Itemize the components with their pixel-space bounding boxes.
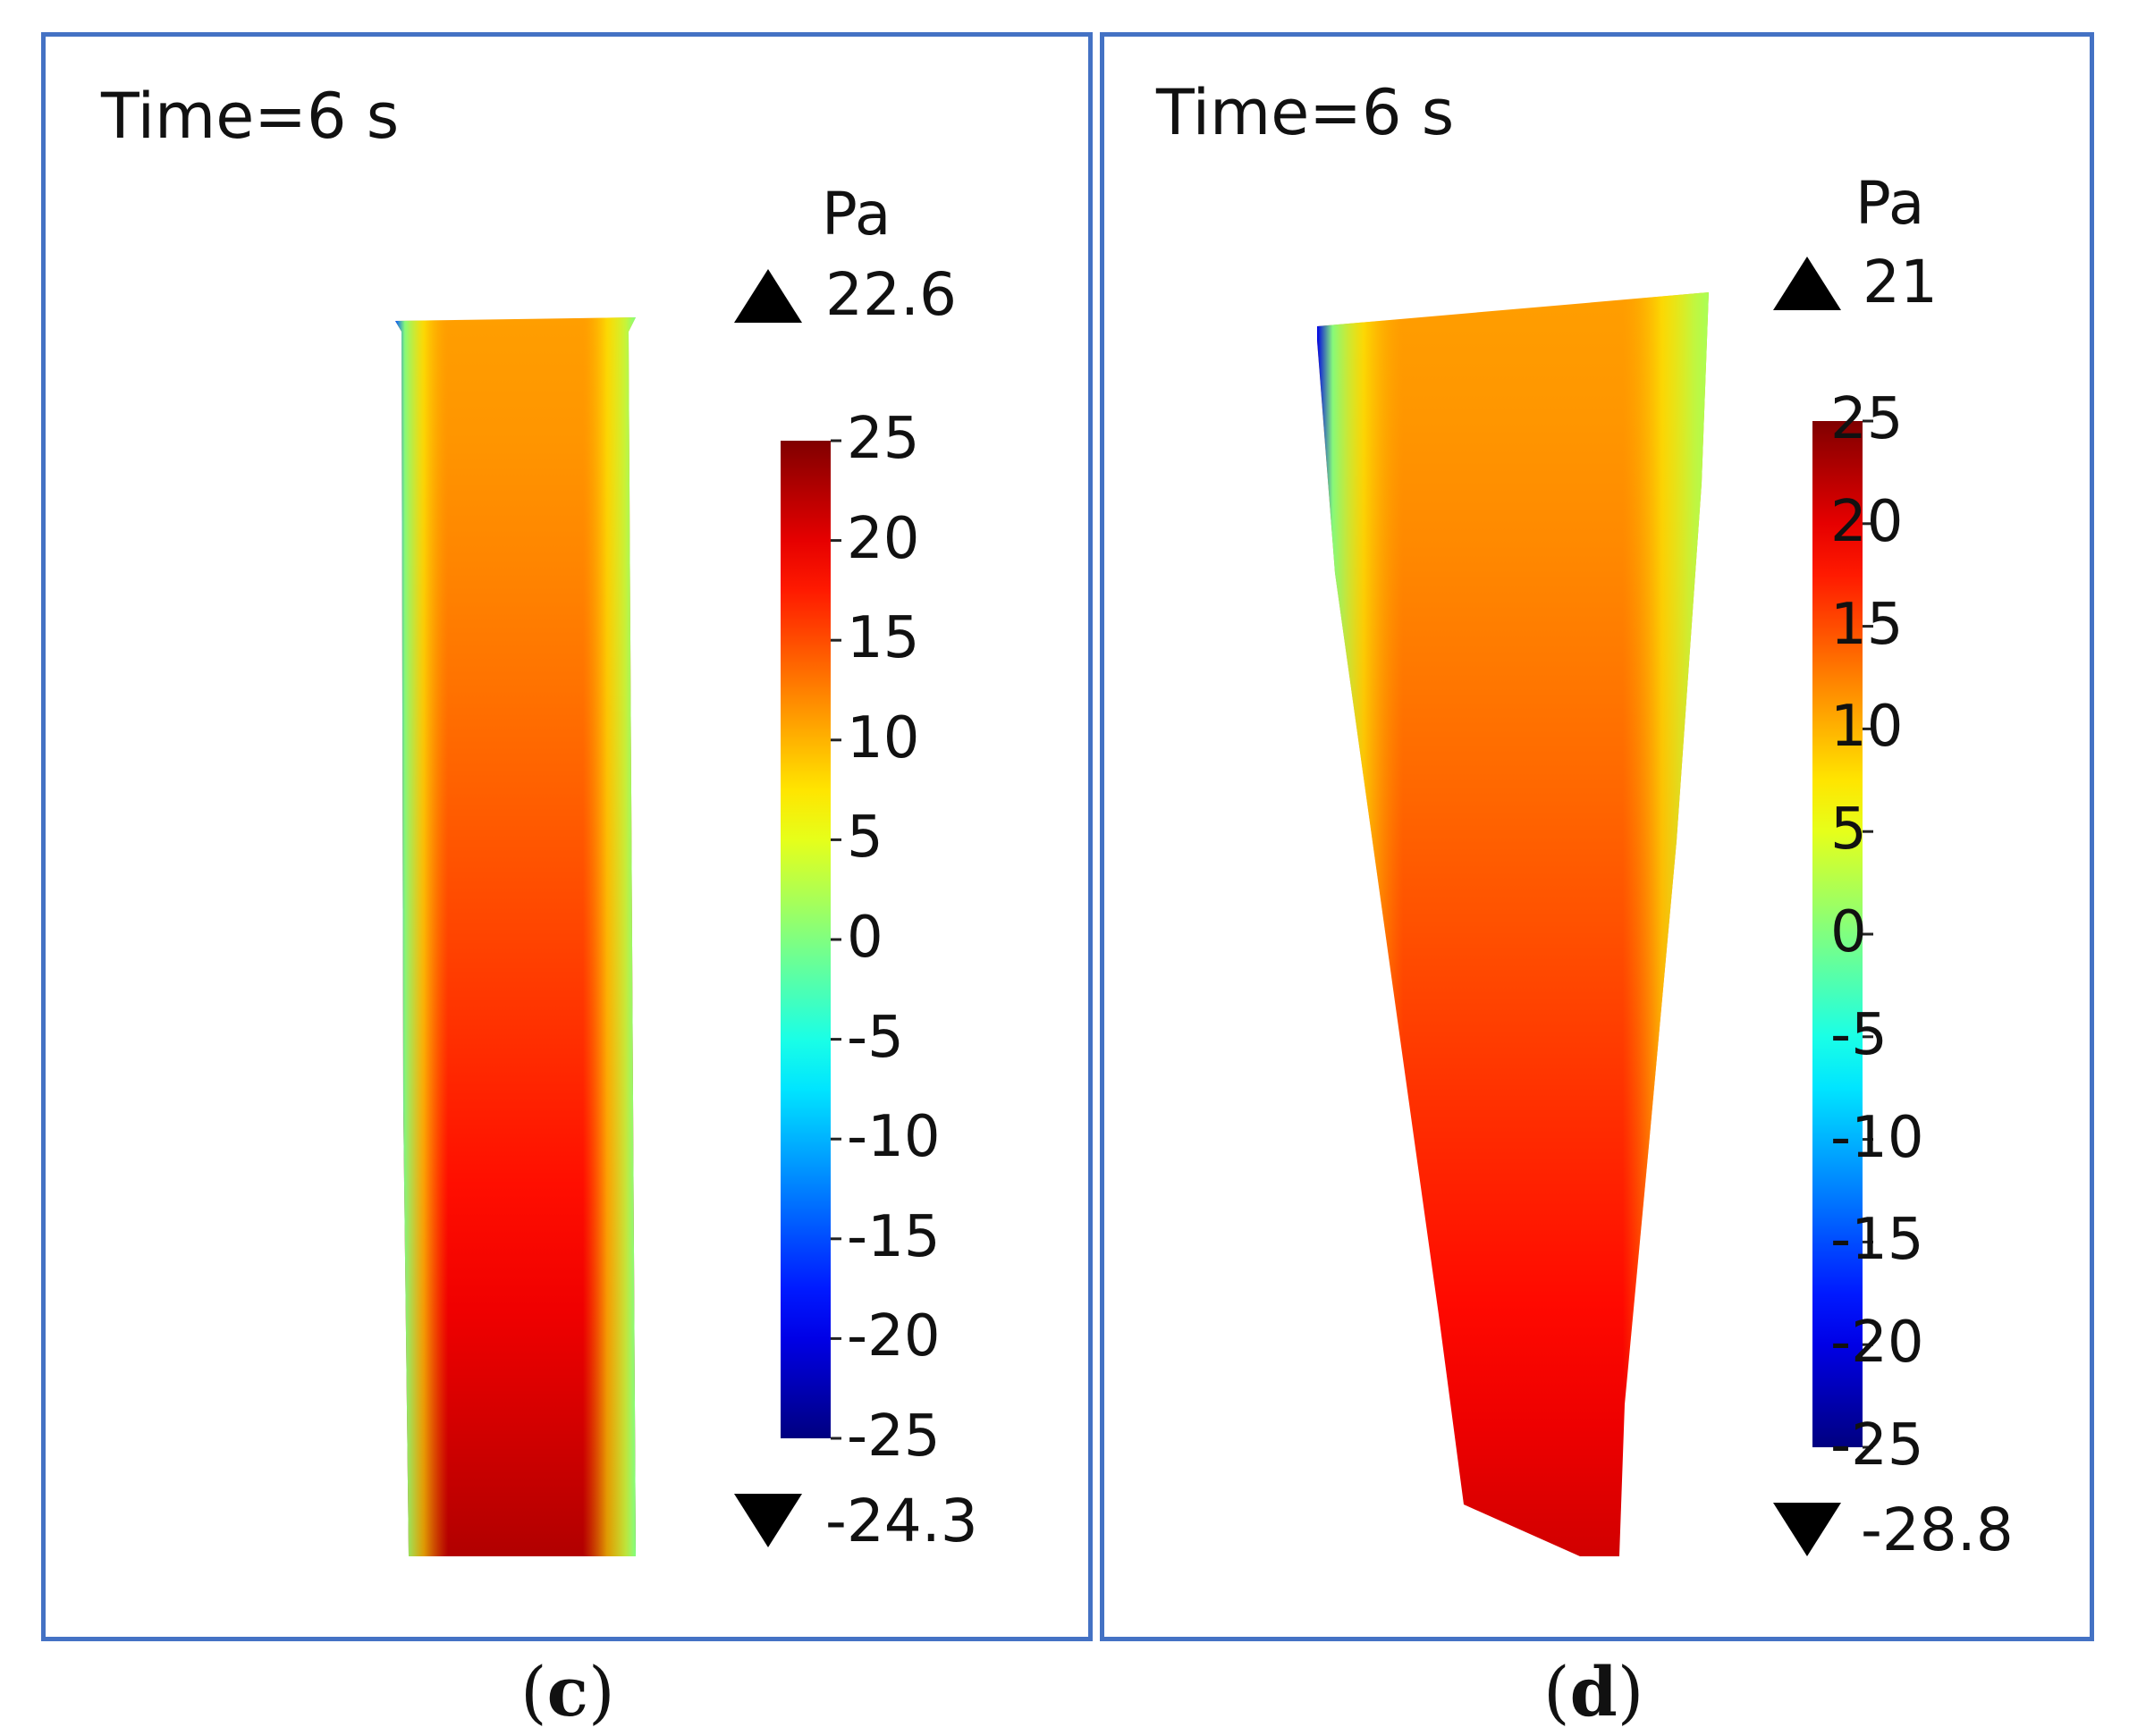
colorbar-tick-label: 10: [1830, 694, 1904, 761]
caption-c-letter: c: [546, 1652, 588, 1732]
colorbar-tick-label: 20: [847, 505, 920, 572]
pressure-field-plot-c: [395, 317, 841, 1556]
colorbar-tick-label: 0: [847, 905, 883, 971]
panel-c: Time=6 s Pa 22.6 -24.3 25 20 15 10 5 0 -5 -10 -1…: [41, 32, 1093, 1641]
colorbar-tick-label: -15: [847, 1203, 941, 1270]
colorbar-tick-label: 5: [847, 805, 883, 872]
colorbar-tick-label: 15: [1830, 591, 1904, 658]
colorbar-tick-label: 25: [1830, 386, 1904, 452]
colorbar-tick-label: 5: [1830, 796, 1867, 864]
time-label: Time=6 s: [101, 80, 400, 153]
pressure-field-plot-d: [1317, 292, 1873, 1556]
colorbar-tick-label: -5: [1830, 1001, 1888, 1068]
colorbar-tick-label: -10: [1830, 1104, 1924, 1171]
colorbar-tick-label: -20: [1830, 1310, 1924, 1377]
colorbar-tick-label: 10: [847, 704, 920, 771]
min-triangle-icon: [734, 1494, 802, 1547]
colorbar-unit: Pa: [1855, 169, 1925, 238]
colorbar: [1812, 421, 1863, 1447]
panel-d: Time=6 s Pa 21 -28.8 25 20 15 10 5 0 -5 -10 -15 -…: [1100, 32, 2094, 1641]
max-value: 21: [1863, 248, 1938, 316]
max-triangle-icon: [734, 269, 802, 323]
min-value: -24.3: [825, 1487, 978, 1555]
colorbar-tick-label: -10: [847, 1104, 941, 1171]
colorbar-tick-label: 0: [1830, 899, 1867, 965]
caption-d-letter: d: [1569, 1652, 1618, 1732]
max-triangle-icon: [1773, 257, 1841, 310]
colorbar-tick-label: -25: [1830, 1412, 1924, 1479]
colorbar-tick-label: 20: [1830, 488, 1904, 555]
time-label: Time=6 s: [1156, 76, 1455, 149]
colorbar-tick-label: -5: [847, 1004, 904, 1071]
min-triangle-icon: [1773, 1503, 1841, 1556]
colorbar-unit: Pa: [822, 180, 891, 249]
pressure-field-edges: [1317, 292, 1709, 1556]
colorbar: [781, 441, 831, 1438]
colorbar-tick-label: -25: [847, 1403, 941, 1470]
pressure-field: [1317, 292, 1709, 1556]
min-value: -28.8: [1861, 1496, 2014, 1564]
colorbar-tick-label: 15: [847, 605, 920, 672]
caption-c: (c): [520, 1652, 615, 1732]
caption-d: (d): [1543, 1652, 1644, 1732]
pressure-field-edges: [395, 317, 636, 1556]
pressure-field: [395, 317, 636, 1556]
colorbar-tick-label: -15: [1830, 1207, 1924, 1274]
max-value: 22.6: [825, 260, 957, 329]
colorbar-tick-label: -20: [847, 1303, 941, 1370]
colorbar-tick-label: 25: [847, 406, 920, 472]
